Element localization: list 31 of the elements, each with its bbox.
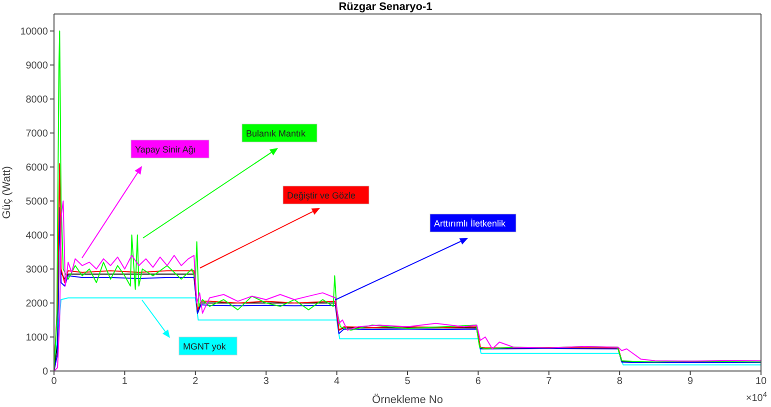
x-tick-label: 3 <box>263 376 270 388</box>
y-tick-label: 3000 <box>26 264 48 276</box>
x-tick-label: 4 <box>334 376 340 388</box>
y-tick-label: 4000 <box>26 230 48 242</box>
x-tick-label: 6 <box>475 376 482 388</box>
y-tick-label: 5000 <box>26 196 48 208</box>
y-tick-label: 8000 <box>26 94 48 106</box>
x-tick-label: 2 <box>192 376 199 388</box>
text: MGNT yok <box>183 342 226 352</box>
y-tick-label: 10000 <box>20 26 48 38</box>
x-tick-label: 9 <box>688 376 694 388</box>
y-tick-label: 6000 <box>26 162 48 174</box>
text: Değiştir ve Gözle <box>287 190 356 200</box>
chart-title: Rüzgar Senaryo-1 <box>338 0 434 14</box>
y-axis-title: Güç (Watt) <box>0 166 13 219</box>
text: Arttırımlı İletkenlik <box>434 218 506 228</box>
y-tick-label: 7000 <box>26 128 48 140</box>
x-tick-label: 5 <box>404 376 411 388</box>
x-tick-label: 1 <box>122 376 128 388</box>
y-tick-label: 9000 <box>26 60 48 72</box>
text: Yapay Sinir Ağı <box>135 144 196 154</box>
x-tick-label: 7 <box>546 376 552 388</box>
x-tick-label: 10 <box>755 376 767 388</box>
y-tick-label: 2000 <box>26 298 48 310</box>
x-axis-title: Örnekleme No <box>372 393 443 406</box>
x-tick-label: 8 <box>616 376 623 388</box>
text: ×10$^{4}$ <box>746 390 767 404</box>
text: Bulanık Mantık <box>246 128 306 138</box>
y-tick-label: 0 <box>42 366 48 378</box>
y-tick-label: 1000 <box>26 332 48 344</box>
x-tick-label: 0 <box>51 376 58 388</box>
